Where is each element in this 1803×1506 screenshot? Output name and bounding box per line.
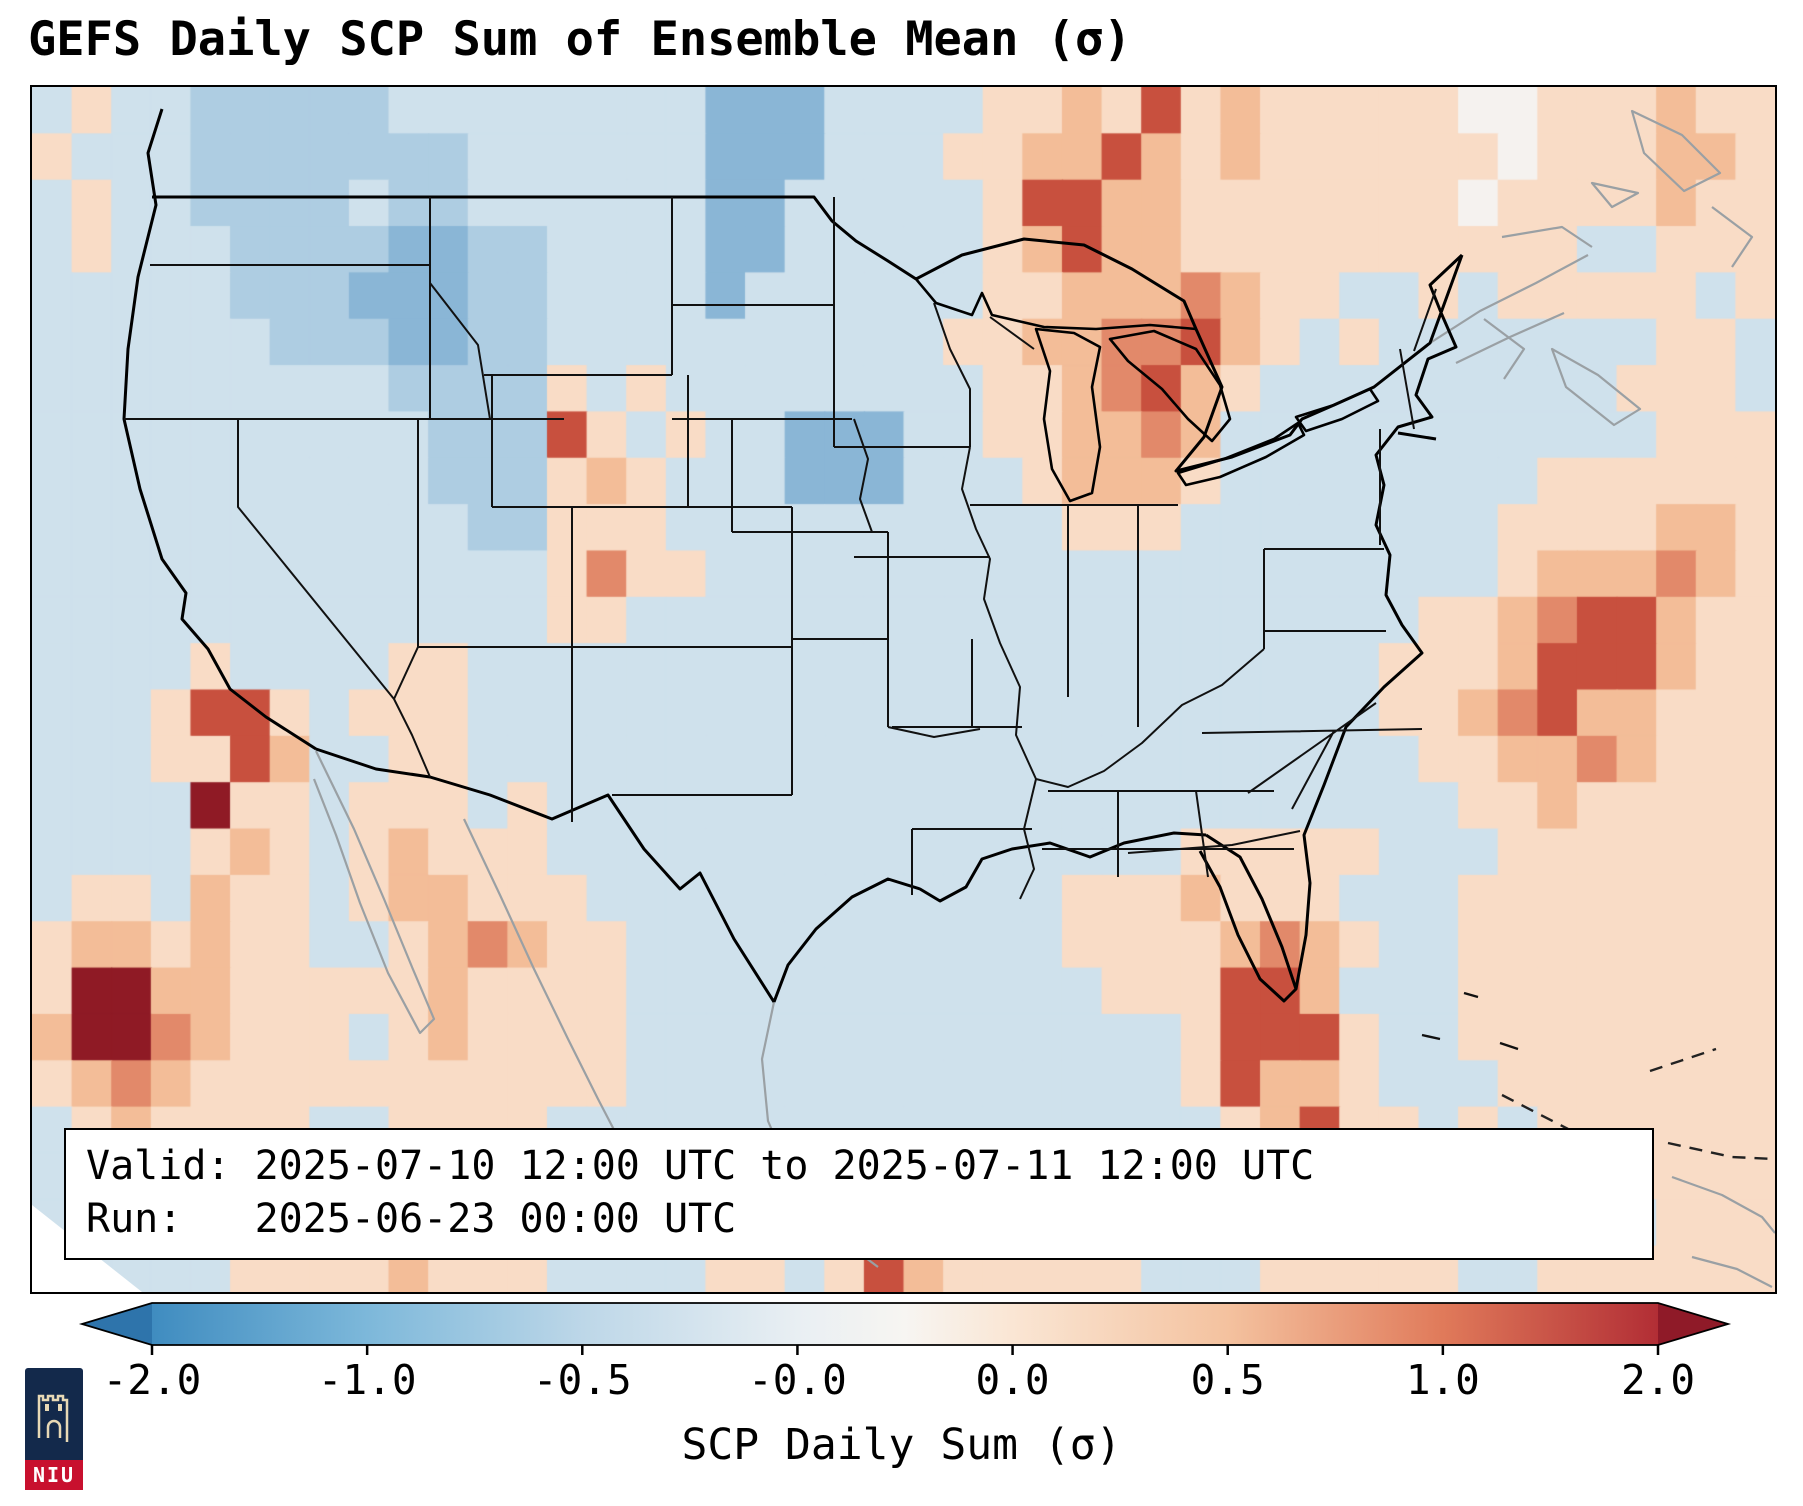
valid-time-text: Valid: 2025-07-10 12:00 UTC to 2025-07-1… <box>86 1143 1315 1189</box>
run-time-text: Run: 2025-06-23 00:00 UTC <box>86 1196 737 1242</box>
islands-path <box>1421 991 1519 1051</box>
chart-title: GEFS Daily SCP Sum of Ensemble Mean (σ) <box>28 12 1132 67</box>
colorbar <box>78 1302 1732 1355</box>
colorbar-under-arrow <box>82 1303 152 1345</box>
niu-logo-text: NIU <box>25 1460 83 1490</box>
colorbar-tick-label: 1.0 <box>1405 1356 1480 1404</box>
colorbar-gradient-bar <box>152 1303 1658 1345</box>
colorbar-tick-label: -0.0 <box>748 1356 847 1404</box>
colorbar-tick-label: 0.5 <box>1190 1356 1265 1404</box>
heatmap-canvas <box>32 87 1775 1292</box>
map-outlines <box>32 108 1775 1292</box>
colorbar-tick-label: 0.0 <box>975 1356 1050 1404</box>
colorbar-tick-label: 2.0 <box>1620 1356 1696 1404</box>
info-box: Valid: 2025-07-10 12:00 UTC to 2025-07-1… <box>64 1128 1654 1260</box>
colorbar-tick-label: -1.0 <box>317 1356 417 1404</box>
state-borders-path <box>124 197 1437 900</box>
map-area: Valid: 2025-07-10 12:00 UTC to 2025-07-1… <box>30 85 1777 1294</box>
niu-logo: NIU <box>25 1368 83 1490</box>
colorbar-ticks <box>150 1345 1660 1355</box>
lakes-path <box>915 278 1380 503</box>
colorbar-label: SCP Daily Sum (σ) <box>681 1420 1122 1470</box>
niu-castle-icon <box>25 1368 83 1460</box>
coastline-path <box>122 108 1464 1003</box>
foreign-coastline-path <box>312 109 1775 1288</box>
colorbar-tick-label: -0.5 <box>532 1356 632 1404</box>
colorbar-over-arrow <box>1658 1303 1728 1345</box>
colorbar-tick-label: -2.0 <box>102 1356 202 1404</box>
